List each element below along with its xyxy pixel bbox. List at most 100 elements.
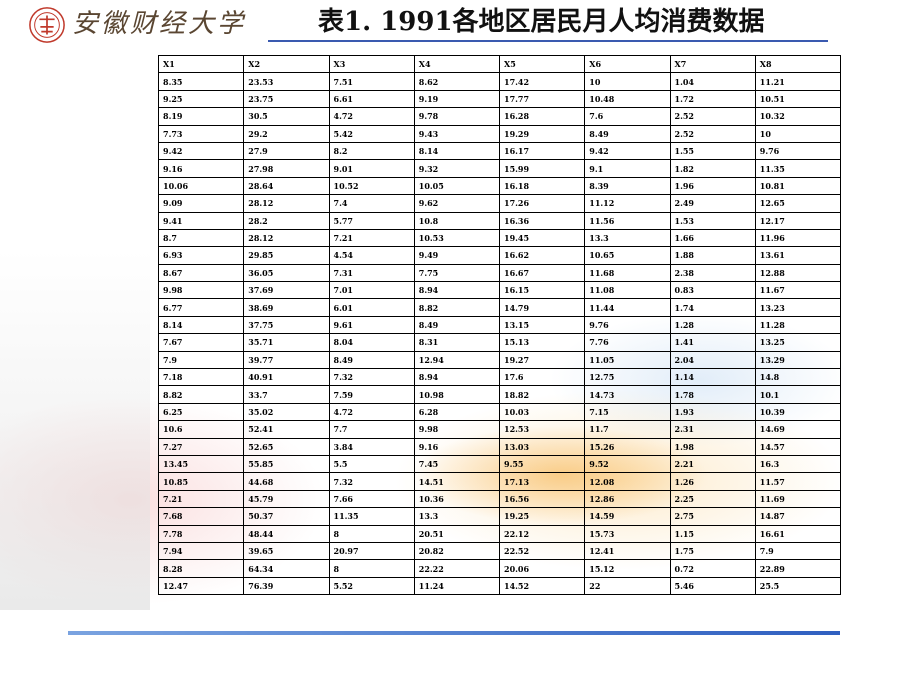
table-cell: 12.75 — [584, 368, 671, 387]
table-row: 6.77 38.69 6.01 8.82 14.79 11.44 1.74 13.23 — [157, 298, 842, 317]
table-cell: 39.65 — [243, 541, 330, 561]
table-cell: 39.77 — [243, 350, 330, 370]
background-fade — [0, 250, 150, 610]
table-cell: 8.94 — [413, 368, 501, 387]
table-cell: 6.28 — [413, 402, 501, 422]
table-cell: 28.64 — [243, 176, 330, 196]
table-cell: 8.82 — [413, 298, 501, 317]
table-cell: 8.35 — [157, 72, 245, 91]
table-cell: 8.67 — [157, 263, 245, 283]
table-cell: 11.67 — [754, 281, 842, 300]
table-cell: 18.82 — [498, 385, 586, 404]
table-cell: 17.13 — [498, 472, 586, 491]
column-header: X7 — [669, 54, 756, 74]
table-row: 9.41 28.2 5.77 10.8 16.36 11.56 1.53 12.17 — [157, 211, 842, 230]
table-cell: 1.14 — [669, 368, 756, 387]
table-cell: 7.18 — [157, 368, 245, 387]
table-cell: 16.3 — [754, 454, 842, 474]
table-row: 7.27 52.65 3.84 9.16 13.03 15.26 1.98 14.57 — [157, 437, 842, 456]
table-cell: 22.22 — [413, 559, 501, 578]
table-cell: 19.45 — [498, 228, 586, 248]
table-cell: 11.35 — [754, 159, 842, 178]
table-row: 7.21 45.79 7.66 10.36 16.56 12.86 2.25 11.69 — [157, 489, 842, 509]
table-cell: 15.12 — [584, 559, 671, 578]
table-cell: 11.56 — [584, 211, 671, 230]
column-header: X2 — [243, 54, 330, 74]
table-cell: 8.49 — [328, 350, 415, 370]
table-cell: 9.19 — [413, 89, 501, 109]
table-cell: 8.62 — [413, 72, 501, 91]
table-cell: 23.53 — [243, 72, 330, 91]
table-row: 12.47 76.39 5.52 11.24 14.52 22 5.46 25.5 — [157, 576, 842, 596]
table-row: 7.94 39.65 20.97 20.82 22.52 12.41 1.75 7.9 — [157, 541, 842, 561]
table-row: 7.68 50.37 11.35 13.3 19.25 14.59 2.75 14.87 — [157, 507, 842, 526]
table-cell: 14.52 — [498, 576, 586, 596]
table-cell: 22.52 — [498, 541, 586, 561]
table-cell: 12.17 — [754, 211, 842, 230]
table-cell: 10.1 — [754, 385, 842, 404]
table-cell: 14.57 — [754, 437, 842, 456]
table-cell: 7.67 — [157, 333, 245, 352]
table-cell: 7.68 — [157, 507, 245, 526]
table-cell: 11.35 — [328, 507, 415, 526]
page-title: 表1. 1991各地区居民月人均消费数据 — [318, 7, 765, 37]
table-cell: 16.28 — [498, 107, 586, 126]
table-cell: 1.04 — [669, 72, 756, 91]
table-cell: 7.9 — [754, 541, 842, 561]
table-cell: 22.89 — [754, 559, 842, 578]
table-cell: 1.53 — [669, 211, 756, 230]
table-cell: 10.65 — [584, 246, 671, 265]
table-cell: 15.13 — [498, 333, 586, 352]
table-cell: 1.41 — [669, 333, 756, 352]
table-cell: 7.01 — [328, 281, 415, 300]
table-cell: 7.78 — [157, 524, 245, 543]
table-cell: 2.04 — [669, 350, 756, 370]
table-cell: 11.24 — [413, 576, 501, 596]
table-cell: 8.31 — [413, 333, 501, 352]
table-cell: 9.62 — [413, 194, 501, 213]
table-cell: 15.26 — [584, 437, 671, 456]
table-cell: 12.53 — [498, 420, 586, 439]
table-cell: 5.42 — [328, 124, 415, 143]
table-cell: 11.69 — [754, 489, 842, 509]
table-cell: 2.31 — [669, 420, 756, 439]
table-cell: 16.62 — [498, 246, 586, 265]
table-cell: 10.03 — [498, 402, 586, 422]
table-cell: 7.4 — [328, 194, 415, 213]
table-row: 8.82 33.7 7.59 10.98 18.82 14.73 1.78 10.1 — [157, 385, 842, 404]
table-cell: 22 — [584, 576, 671, 596]
table-cell: 7.75 — [413, 263, 501, 283]
table-cell: 10.32 — [754, 107, 842, 126]
table-cell: 36.05 — [243, 263, 330, 283]
table-header-row: X1 X2 X3 X4 X5 X6 X7 X8 — [157, 54, 842, 74]
table-cell: 9.09 — [157, 194, 245, 213]
table-cell: 8.49 — [413, 315, 501, 335]
table-row: 7.73 29.2 5.42 9.43 19.29 8.49 2.52 10 — [157, 124, 842, 143]
table-cell: 28.12 — [243, 194, 330, 213]
table-cell: 23.75 — [243, 89, 330, 109]
table-cell: 13.29 — [754, 350, 842, 370]
table-cell: 16.17 — [498, 141, 586, 161]
table-cell: 20.82 — [413, 541, 501, 561]
table-cell: 9.42 — [157, 141, 245, 161]
table-cell: 8 — [328, 524, 415, 543]
column-header: X5 — [498, 54, 586, 74]
table-cell: 8.04 — [328, 333, 415, 352]
table-cell: 8 — [328, 559, 415, 578]
table-cell: 14.73 — [584, 385, 671, 404]
table-cell: 9.78 — [413, 107, 501, 126]
table-cell: 9.49 — [413, 246, 501, 265]
table-cell: 6.61 — [328, 89, 415, 109]
table-cell: 2.52 — [669, 124, 756, 143]
table-cell: 13.61 — [754, 246, 842, 265]
table-cell: 10.8 — [413, 211, 501, 230]
table-row: 9.16 27.98 9.01 9.32 15.99 9.1 1.82 11.35 — [157, 159, 842, 178]
title-underline — [268, 40, 828, 42]
table-cell: 9.61 — [328, 315, 415, 335]
table-row: 10.6 52.41 7.7 9.98 12.53 11.7 2.31 14.69 — [157, 420, 842, 439]
table-cell: 8.7 — [157, 228, 245, 248]
table-cell: 44.68 — [243, 472, 330, 491]
table-cell: 11.21 — [754, 72, 842, 91]
table-cell: 29.2 — [243, 124, 330, 143]
table-row: 8.28 64.34 8 22.22 20.06 15.12 0.72 22.89 — [157, 559, 842, 578]
